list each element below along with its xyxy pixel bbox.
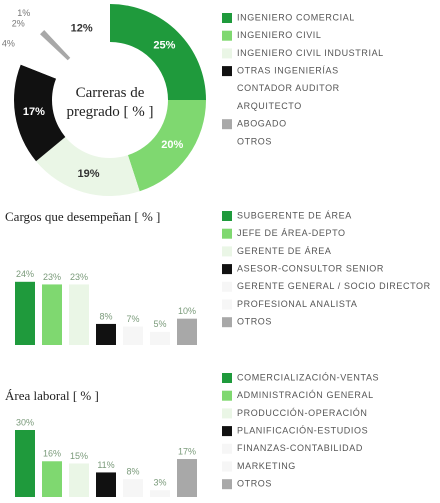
value-label: 11% — [97, 460, 114, 470]
legend-label: PRODUCCIÓN-OPERACIÓN — [237, 408, 368, 418]
bar — [96, 472, 116, 497]
bar — [42, 461, 62, 497]
bar — [123, 479, 143, 497]
legend-label: OTRAS INGENIERÍAS — [237, 65, 339, 75]
bar — [123, 326, 143, 345]
donut-segment — [13, 64, 66, 162]
bar — [69, 463, 89, 497]
value-label: 25% — [153, 39, 175, 51]
bar — [15, 430, 35, 497]
value-label: 30% — [16, 417, 34, 427]
chart-title: Cargos que desempeñan [ % ] — [5, 209, 160, 224]
legend-label: PROFESIONAL ANALISTA — [237, 299, 358, 309]
legend-label: ASESOR-CONSULTOR SENIOR — [237, 263, 384, 273]
donut-segment — [44, 4, 110, 58]
value-label: 8% — [126, 467, 139, 477]
donut-segment — [36, 136, 140, 196]
legend-swatch — [222, 281, 232, 292]
legend-swatch — [222, 317, 232, 328]
legend-label: ARQUITECTO — [237, 101, 302, 111]
legend-swatch — [222, 66, 232, 77]
value-label: 7% — [126, 314, 139, 324]
legend-swatch — [222, 461, 232, 472]
bar — [42, 284, 62, 345]
legend-label: JEFE DE ÁREA-DEPTO — [237, 228, 346, 238]
legend-label: INGENIERO COMERCIAL — [237, 12, 355, 22]
legend-label: COMERCIALIZACIÓN-VENTAS — [237, 372, 379, 382]
bar — [177, 318, 197, 345]
value-label: 17% — [178, 446, 196, 456]
legend-swatch — [222, 479, 232, 490]
donut-segment — [32, 34, 68, 66]
value-label: 15% — [70, 451, 88, 461]
legend-label: OTROS — [237, 136, 272, 146]
bar — [177, 459, 197, 497]
legend-swatch — [222, 136, 232, 147]
legend-swatch — [222, 373, 232, 383]
chart-title: Carreras de pregrado [ % ] — [66, 85, 154, 120]
legend-swatch — [222, 228, 232, 239]
legend-swatch — [222, 246, 232, 257]
value-label: 20% — [161, 139, 183, 151]
legend-swatch — [222, 101, 232, 112]
legend-label: INGENIERO CIVIL — [237, 30, 322, 40]
legend-label: CONTADOR AUDITOR — [237, 83, 340, 93]
value-label: 23% — [43, 272, 61, 282]
legend-label: GERENTE GENERAL / SOCIO DIRECTOR — [237, 281, 431, 291]
legend-swatch — [222, 426, 232, 437]
chart-title: Área laboral [ % ] — [5, 388, 99, 403]
legend-label: OTROS — [237, 317, 272, 327]
legend-swatch — [222, 48, 232, 59]
bar — [150, 490, 170, 497]
legend-label: PLANIFICACIÓN-ESTUDIOS — [237, 425, 368, 435]
legend-swatch — [222, 264, 232, 275]
legend-label: OTROS — [237, 479, 272, 489]
bar — [150, 331, 170, 345]
value-label: 8% — [99, 311, 112, 321]
value-label: 19% — [78, 168, 100, 180]
value-label: 16% — [43, 449, 61, 459]
donut-segment — [110, 4, 206, 100]
legend-swatch — [222, 443, 232, 454]
value-label: 10% — [178, 306, 196, 316]
legend-label: SUBGERENTE DE ÁREA — [237, 210, 352, 220]
legend-swatch — [222, 408, 232, 419]
legend-swatch — [222, 390, 232, 401]
legend-swatch — [222, 299, 232, 310]
value-label: 1% — [17, 8, 30, 18]
value-label: 2% — [12, 19, 25, 29]
legend-swatch — [222, 13, 232, 23]
legend-swatch — [222, 119, 232, 130]
value-label: 5% — [153, 319, 166, 329]
value-label: 4% — [2, 38, 15, 48]
legend-label: INGENIERO CIVIL INDUSTRIAL — [237, 48, 384, 58]
legend-swatch — [222, 83, 232, 94]
donut-segment — [20, 43, 64, 79]
legend-label: ABOGADO — [237, 119, 287, 129]
bar — [69, 284, 89, 345]
legend-label: FINANZAS-CONTABILIDAD — [237, 443, 363, 453]
donut-segment — [40, 30, 71, 61]
bar — [96, 323, 116, 345]
value-label: 3% — [153, 478, 166, 488]
value-label: 23% — [70, 272, 88, 282]
bar — [15, 281, 35, 345]
legend-swatch — [222, 211, 232, 221]
value-label: 12% — [71, 22, 93, 34]
legend-swatch — [222, 30, 232, 41]
value-label: 17% — [23, 106, 45, 118]
donut-segment — [127, 100, 206, 192]
legend-label: ADMINISTRACIÓN GENERAL — [237, 390, 374, 400]
legend-label: GERENTE DE ÁREA — [237, 246, 332, 256]
value-label: 24% — [16, 269, 34, 279]
legend-label: MARKETING — [237, 461, 296, 471]
